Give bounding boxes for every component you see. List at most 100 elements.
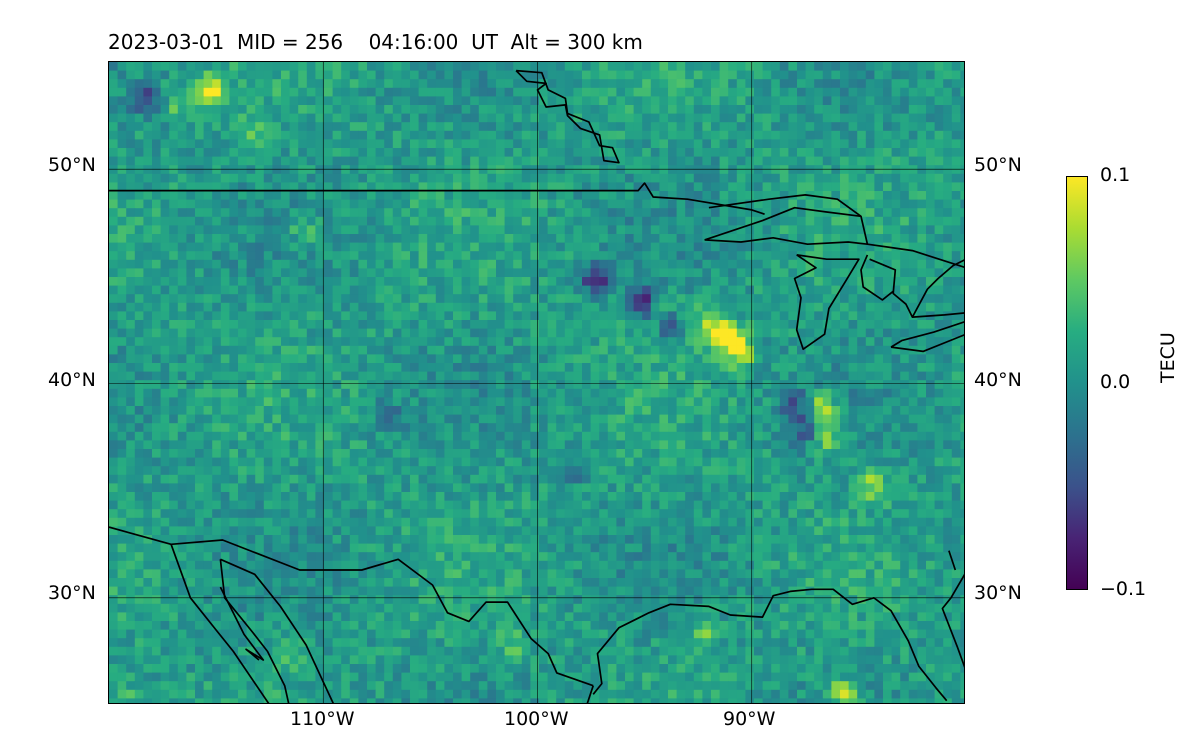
tec-cell — [306, 199, 316, 209]
tec-cell — [427, 79, 437, 89]
tec-cell — [367, 216, 376, 226]
tec-cell — [822, 277, 832, 286]
tec-cell — [341, 208, 351, 218]
tec-cell — [676, 440, 686, 450]
tec-cell — [865, 70, 875, 80]
tec-cell — [719, 113, 729, 123]
tec-cell — [453, 62, 462, 71]
tec-cell — [797, 380, 806, 390]
tec-cell — [745, 156, 755, 166]
tec-cell — [143, 148, 153, 157]
tec-cell — [659, 234, 669, 243]
tec-cell — [530, 105, 540, 114]
tec-cell — [754, 191, 763, 200]
tec-cell — [143, 449, 153, 458]
tec-cell — [814, 182, 824, 192]
tec-cell — [238, 173, 247, 183]
tec-cell — [736, 414, 746, 424]
tec-cell — [427, 173, 437, 183]
tec-cell — [702, 483, 712, 493]
tec-cell — [238, 156, 247, 166]
tec-cell — [298, 130, 308, 140]
tec-cell — [900, 62, 910, 71]
tec-cell — [169, 397, 179, 407]
tec-cell — [659, 380, 669, 390]
tec-cell — [934, 148, 944, 157]
tec-cell — [427, 199, 437, 209]
tec-cell — [728, 406, 738, 415]
tec-cell — [324, 414, 333, 424]
tec-cell — [384, 62, 394, 71]
tec-cell — [590, 320, 600, 329]
tec-cell — [573, 440, 583, 450]
tec-cell — [246, 199, 256, 209]
tec-cell — [659, 79, 669, 89]
tec-cell — [573, 388, 583, 398]
tec-cell — [427, 406, 437, 415]
tec-cell — [461, 406, 471, 415]
tec-cell — [306, 277, 316, 286]
tec-cell — [504, 259, 514, 269]
tec-cell — [478, 449, 488, 458]
tec-cell — [160, 96, 170, 106]
tec-cell — [908, 225, 918, 235]
tec-cell — [212, 285, 222, 295]
tec-cell — [745, 242, 755, 252]
tec-cell — [788, 388, 798, 398]
tec-cell — [874, 474, 884, 484]
tec-cell — [504, 406, 514, 415]
tec-cell — [117, 397, 127, 407]
tec-cell — [358, 259, 368, 269]
tec-cell — [435, 431, 445, 441]
tec-cell — [564, 268, 574, 278]
tec-cell — [298, 268, 308, 278]
tec-cell — [676, 122, 686, 132]
tec-cell — [754, 173, 763, 183]
tec-cell — [470, 268, 480, 278]
tec-cell — [478, 328, 488, 338]
tec-cell — [212, 354, 222, 364]
tec-cell — [607, 388, 617, 398]
tec-cell — [779, 397, 789, 407]
tec-cell — [229, 87, 239, 97]
tec-cell — [263, 380, 273, 390]
tec-cell — [874, 354, 884, 364]
tec-cell — [736, 311, 746, 321]
tec-cell — [874, 328, 884, 338]
tec-cell — [392, 311, 402, 321]
tec-cell — [418, 406, 428, 415]
tec-cell — [298, 285, 308, 295]
tec-cell — [625, 440, 634, 450]
tec-cell — [556, 388, 566, 398]
tec-cell — [384, 440, 394, 450]
tec-cell — [238, 216, 247, 226]
tec-cell — [736, 87, 746, 97]
tec-cell — [427, 311, 437, 321]
tec-cell — [771, 87, 781, 97]
map-panel[interactable] — [108, 61, 965, 704]
tec-cell — [616, 156, 626, 166]
tec-cell — [418, 148, 428, 157]
tec-cell — [134, 208, 144, 218]
tec-cell — [513, 406, 523, 415]
tec-cell — [840, 139, 849, 149]
tec-cell — [272, 139, 282, 149]
tec-cell — [177, 345, 187, 355]
tec-cell — [427, 431, 437, 441]
tec-cell — [633, 406, 643, 415]
tec-cell — [908, 406, 918, 415]
tec-cell — [926, 70, 935, 80]
tec-cell — [547, 320, 557, 329]
tec-cell — [874, 406, 884, 415]
tec-cell — [470, 423, 480, 433]
tec-cell — [427, 449, 437, 458]
tec-cell — [874, 130, 884, 140]
tec-cell — [891, 388, 901, 398]
tec-cell — [633, 173, 643, 183]
tec-cell — [427, 320, 437, 329]
tec-cell — [109, 328, 118, 338]
tec-cell — [487, 191, 497, 200]
tec-cell — [367, 388, 376, 398]
tec-cell — [349, 70, 359, 80]
tec-cell — [797, 423, 806, 433]
